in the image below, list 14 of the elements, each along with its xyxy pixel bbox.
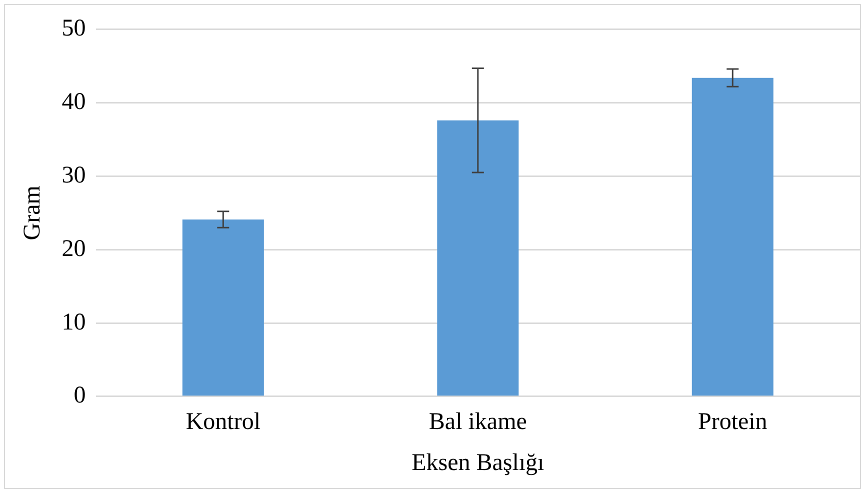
x-tick-label: Bal ikame (428, 409, 527, 436)
y-tick-label: 50 (62, 16, 86, 42)
bar (182, 220, 264, 396)
y-tick-label: 30 (62, 162, 86, 188)
x-tick-label: Protein (698, 409, 768, 436)
bar (437, 120, 519, 396)
y-tick-label: 40 (62, 89, 86, 116)
x-tick-label: Kontrol (186, 409, 261, 436)
x-axis-title: Eksen Başlığı (412, 450, 545, 476)
bar (692, 78, 774, 396)
y-tick-label: 20 (62, 236, 86, 262)
y-axis-title: Gram (20, 185, 46, 240)
y-tick-label: 10 (62, 309, 86, 336)
y-tick-label: 0 (74, 382, 86, 409)
